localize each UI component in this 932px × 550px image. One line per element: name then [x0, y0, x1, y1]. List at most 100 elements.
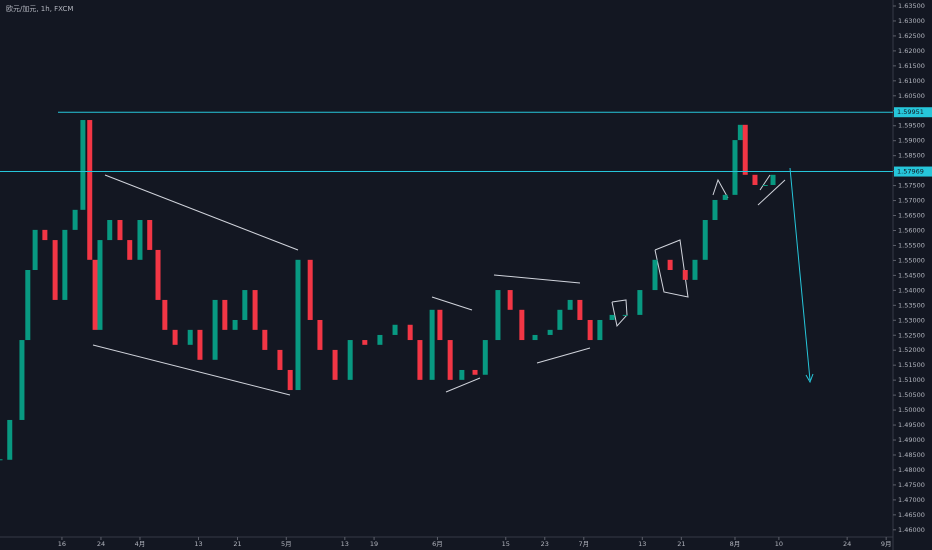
candle — [377, 334, 383, 345]
y-tick-label: 1.63000 — [898, 17, 925, 25]
candle — [277, 349, 283, 370]
y-tick-label: 1.51000 — [898, 376, 925, 384]
trend-line — [445, 377, 481, 393]
candle — [307, 259, 313, 320]
candle — [519, 309, 525, 341]
candle — [447, 340, 453, 380]
y-tick-label: 1.48500 — [898, 451, 925, 459]
y-tick-label: 1.56500 — [898, 212, 925, 220]
candle — [62, 229, 68, 300]
candle — [702, 220, 708, 260]
y-tick-label: 1.49500 — [898, 421, 925, 429]
candle — [107, 220, 113, 241]
candle — [587, 319, 593, 341]
candle — [622, 314, 628, 316]
candle — [557, 309, 563, 330]
y-tick-label: 1.54000 — [898, 286, 925, 294]
wedge — [757, 179, 786, 206]
candle — [407, 324, 413, 341]
y-tick-label: 1.60500 — [898, 92, 925, 100]
y-tick-label: 1.59000 — [898, 137, 925, 145]
candle — [72, 209, 78, 230]
x-tick-label: 13 — [194, 540, 202, 548]
candle — [637, 290, 643, 315]
x-tick-label: 24 — [843, 540, 851, 548]
candle — [172, 329, 178, 345]
x-tick-label: 24 — [97, 540, 105, 548]
trend-line — [104, 174, 299, 251]
y-tick-label: 1.55500 — [898, 241, 925, 249]
x-tick-label: 15 — [502, 540, 510, 548]
price-level-label: 1.59951 — [897, 108, 924, 116]
flag — [712, 178, 729, 199]
candle — [567, 299, 573, 310]
candle — [762, 184, 768, 186]
candle — [197, 329, 203, 360]
x-tick-label: 6月 — [432, 540, 443, 548]
candle — [722, 194, 728, 200]
candle — [87, 120, 93, 260]
candle — [770, 174, 776, 185]
candle — [732, 140, 738, 195]
candle — [52, 240, 58, 300]
y-tick-label: 1.52500 — [898, 331, 925, 339]
candle — [7, 419, 13, 460]
candle — [347, 340, 353, 380]
y-tick-label: 1.50000 — [898, 406, 925, 414]
candle — [472, 369, 478, 375]
candle — [232, 319, 238, 330]
candle — [42, 229, 48, 241]
x-tick-label: 13 — [341, 540, 349, 548]
candle — [532, 334, 538, 341]
candle — [429, 309, 435, 380]
candle — [25, 269, 31, 341]
candle — [147, 220, 153, 250]
candle — [92, 259, 98, 330]
trend-line — [92, 344, 291, 396]
candle — [317, 319, 323, 350]
y-tick-label: 1.53500 — [898, 301, 925, 309]
forecast-arrow — [789, 167, 811, 381]
candle — [737, 124, 743, 141]
candle — [392, 324, 398, 335]
candle — [242, 290, 248, 320]
candle — [547, 329, 553, 335]
trend-line — [493, 274, 581, 284]
y-tick-label: 1.63500 — [898, 2, 925, 10]
candle — [417, 340, 423, 380]
x-tick-label: 19 — [370, 540, 378, 548]
trend-line — [536, 347, 591, 364]
y-tick-label: 1.52000 — [898, 346, 925, 354]
x-tick-label: 7月 — [578, 540, 589, 548]
candle — [287, 369, 293, 391]
candle — [507, 290, 513, 310]
candle — [97, 240, 103, 330]
annotations — [92, 167, 814, 396]
candle — [252, 290, 258, 330]
candle — [32, 229, 38, 270]
trend-line — [431, 296, 473, 311]
y-tick-label: 1.51500 — [898, 361, 925, 369]
candle — [682, 269, 688, 280]
y-tick-label: 1.46000 — [898, 526, 925, 534]
candle — [117, 220, 123, 241]
candle — [162, 299, 168, 330]
y-tick-label: 1.59500 — [898, 122, 925, 130]
candle — [482, 340, 488, 375]
x-tick-label: 4月 — [135, 540, 146, 548]
y-tick-label: 1.55000 — [898, 256, 925, 264]
x-tick-label: 23 — [541, 540, 549, 548]
candle — [667, 259, 673, 270]
y-tick-label: 1.61000 — [898, 77, 925, 85]
candle — [597, 319, 603, 341]
candle — [332, 349, 338, 380]
wedge — [759, 174, 771, 191]
x-tick-label: 16 — [58, 540, 66, 548]
flag — [654, 239, 689, 298]
candle — [19, 340, 25, 420]
candle — [295, 259, 301, 391]
x-tick-label: 13 — [638, 540, 646, 548]
candle — [262, 329, 268, 350]
